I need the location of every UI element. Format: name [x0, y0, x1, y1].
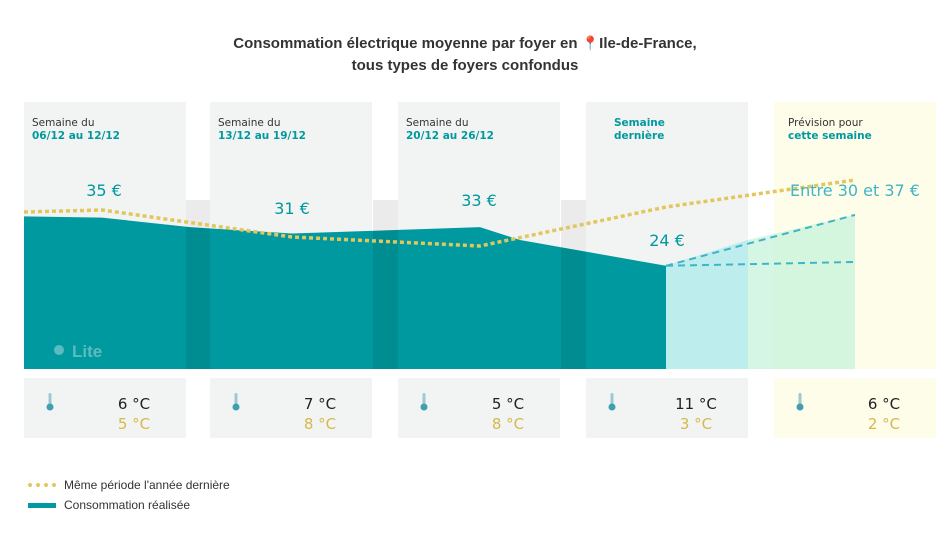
panel-gap-shade	[186, 200, 210, 369]
period-label-bottom: dernière	[614, 130, 664, 142]
thermometer-icon	[610, 393, 614, 405]
temperature-last-year: 2 °C	[868, 415, 900, 433]
forecast-high-line	[665, 213, 856, 267]
title-text: Consommation électrique moyenne par foye…	[233, 35, 578, 52]
temperature-row: 6 °C 5 °C 7 °C 8 °C 5 °C 8 °C 11 °C 3 °C 6 °C 2 °…	[46, 393, 900, 433]
forecast-area-next	[748, 214, 855, 369]
last-year-line	[23, 178, 856, 248]
forecast-band	[665, 213, 856, 369]
thermometer-icon	[422, 393, 426, 405]
temperature-value: 5 °C	[492, 395, 524, 413]
consumption-area	[24, 200, 666, 369]
period-label-bottom: Semaine	[614, 117, 665, 129]
title-line-2: tous types de foyers confondus	[351, 57, 579, 74]
legend-item-last-year: Même période l'année dernière	[28, 478, 230, 492]
last-year-line-path	[23, 178, 856, 248]
dotted-line-swatch	[28, 483, 56, 487]
legend-label-consumption: Consommation réalisée	[64, 498, 191, 512]
thermometer-icon	[798, 393, 802, 405]
value-label: 33 €	[461, 191, 497, 210]
value-label: 31 €	[274, 199, 310, 218]
watermark-text: Lite	[72, 342, 102, 361]
temperature-value: 6 °C	[118, 395, 150, 413]
forecast-label: Entre 30 et 37 €	[790, 181, 920, 200]
period-label-top: Semaine du	[32, 117, 94, 129]
thermometer-bulb-icon	[232, 403, 240, 411]
period-label-bottom: 13/12 au 19/12	[218, 130, 306, 142]
temperature-last-year: 8 °C	[304, 415, 336, 433]
value-labels: 35 € 31 € 33 € 24 € Entre 30 et 37 €	[86, 181, 920, 250]
period-label-top: Semaine du	[218, 117, 280, 129]
temperature-last-year: 5 °C	[118, 415, 150, 433]
thermometer-bulb-icon	[608, 403, 616, 411]
watermark-bulb-icon	[54, 345, 64, 355]
thermometer-icon	[48, 393, 52, 405]
thermometer-bulb-icon	[796, 403, 804, 411]
panel-gap-shade	[373, 200, 398, 369]
value-label: 24 €	[649, 231, 685, 250]
temperature-value: 11 °C	[675, 395, 717, 413]
temperature-value: 7 °C	[304, 395, 336, 413]
period-label-bottom: cette semaine	[788, 130, 872, 142]
thermometer-icon	[234, 393, 238, 405]
fill-swatch	[28, 502, 56, 508]
period-label-bottom: 20/12 au 26/12	[406, 130, 494, 142]
thermometer-bulb-icon	[46, 403, 54, 411]
period-label-bottom: 06/12 au 12/12	[32, 130, 120, 142]
legend-item-consumption: Consommation réalisée	[28, 498, 190, 512]
title-region: Ile-de-France,	[599, 35, 697, 52]
forecast-area-current	[666, 239, 748, 369]
forecast-low-line	[665, 261, 856, 267]
consumption-area-fill	[24, 216, 666, 369]
period-label-top: Semaine du	[406, 117, 468, 129]
location-pin-icon: 📍	[581, 35, 600, 51]
temperature-value: 6 °C	[868, 395, 900, 413]
temperature-last-year: 8 °C	[492, 415, 524, 433]
period-label-top: Prévision pour	[788, 117, 863, 129]
legend-label-last-year: Même période l'année dernière	[64, 478, 230, 492]
value-label: 35 €	[86, 181, 122, 200]
chart-title: Consommation électrique moyenne par foye…	[0, 32, 930, 77]
thermometer-bulb-icon	[420, 403, 428, 411]
temperature-last-year: 3 °C	[680, 415, 712, 433]
title-line-1: Consommation électrique moyenne par foye…	[0, 32, 930, 55]
